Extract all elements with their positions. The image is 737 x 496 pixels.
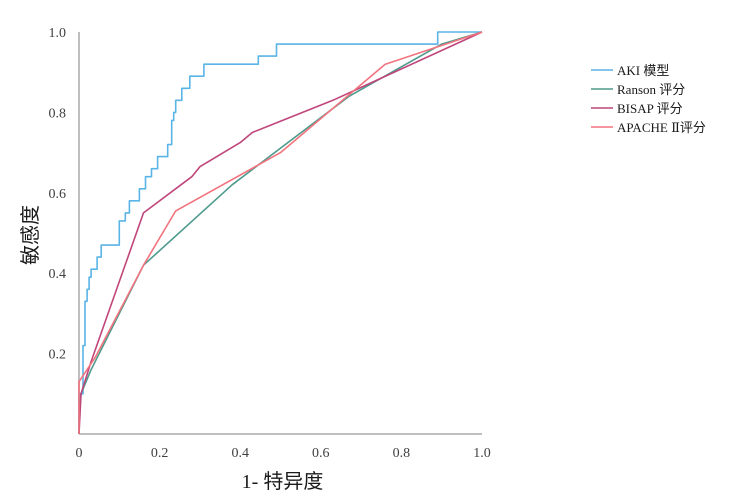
y-tick-label: 0.2 [49,348,67,363]
x-tick-label: 0.4 [231,446,249,461]
x-tick-label: 0.6 [312,446,330,461]
y-tick-label: 1.0 [49,26,67,41]
x-tick-label: 0 [76,446,83,461]
legend-label: Ranson 评分 [617,82,685,97]
y-tick-label: 0.6 [49,187,67,202]
x-tick-label: 0.2 [151,446,169,461]
series-line-1 [78,31,482,434]
axes: 0 0.2 0.4 0.6 0.8 1.0 0.2 0.4 0.6 0.8 1.0 [49,26,491,461]
legend-label: APACHE Ⅱ评分 [617,120,706,135]
legend-label: AKI 模型 [617,63,669,78]
x-tick-label: 1.0 [473,446,491,461]
x-axis-label: 1- 特异度 [242,470,324,493]
legend: AKI 模型 Ranson 评分 BISAP 评分 APACHE Ⅱ评分 [591,63,706,135]
series-line-3 [78,31,483,435]
x-tick-label: 0.8 [393,446,411,461]
series-line-2 [78,31,483,434]
y-tick-label: 0.8 [49,106,67,121]
y-tick-label: 0.4 [49,267,67,282]
y-axis-label: 敏感度 [19,205,42,265]
series-lines [78,31,483,435]
series-line-4 [78,31,483,434]
legend-label: BISAP 评分 [617,101,683,116]
